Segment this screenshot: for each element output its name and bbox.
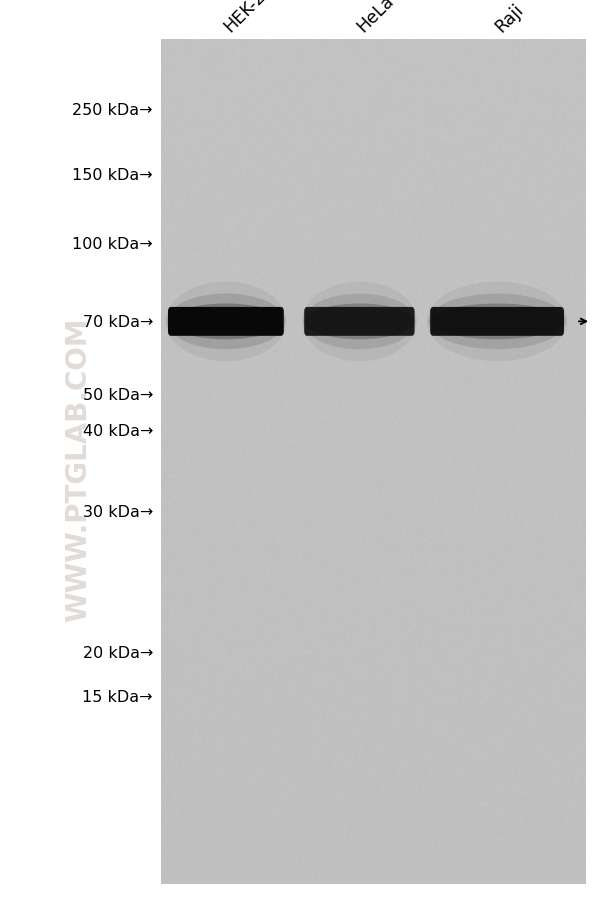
Ellipse shape [427, 282, 568, 362]
FancyBboxPatch shape [168, 308, 284, 336]
Text: HeLa: HeLa [353, 0, 397, 36]
Text: Raji: Raji [491, 1, 527, 36]
Ellipse shape [430, 304, 564, 340]
Text: 40 kDa→: 40 kDa→ [83, 424, 153, 438]
Ellipse shape [166, 282, 286, 362]
FancyBboxPatch shape [304, 308, 415, 336]
Text: HEK-293: HEK-293 [220, 0, 284, 36]
Text: 50 kDa→: 50 kDa→ [83, 388, 153, 402]
Ellipse shape [167, 294, 285, 350]
Ellipse shape [303, 294, 416, 350]
Text: 20 kDa→: 20 kDa→ [83, 646, 153, 660]
Text: 100 kDa→: 100 kDa→ [73, 237, 153, 252]
Text: 15 kDa→: 15 kDa→ [83, 689, 153, 704]
Ellipse shape [168, 304, 284, 340]
Text: 250 kDa→: 250 kDa→ [73, 103, 153, 117]
Text: WWW.PTGLAB.COM: WWW.PTGLAB.COM [64, 317, 92, 621]
FancyBboxPatch shape [430, 308, 564, 336]
Text: 150 kDa→: 150 kDa→ [73, 168, 153, 182]
Ellipse shape [302, 282, 417, 362]
Text: 30 kDa→: 30 kDa→ [83, 505, 153, 520]
Ellipse shape [428, 294, 566, 350]
Text: 70 kDa→: 70 kDa→ [83, 315, 153, 329]
Ellipse shape [305, 304, 414, 340]
